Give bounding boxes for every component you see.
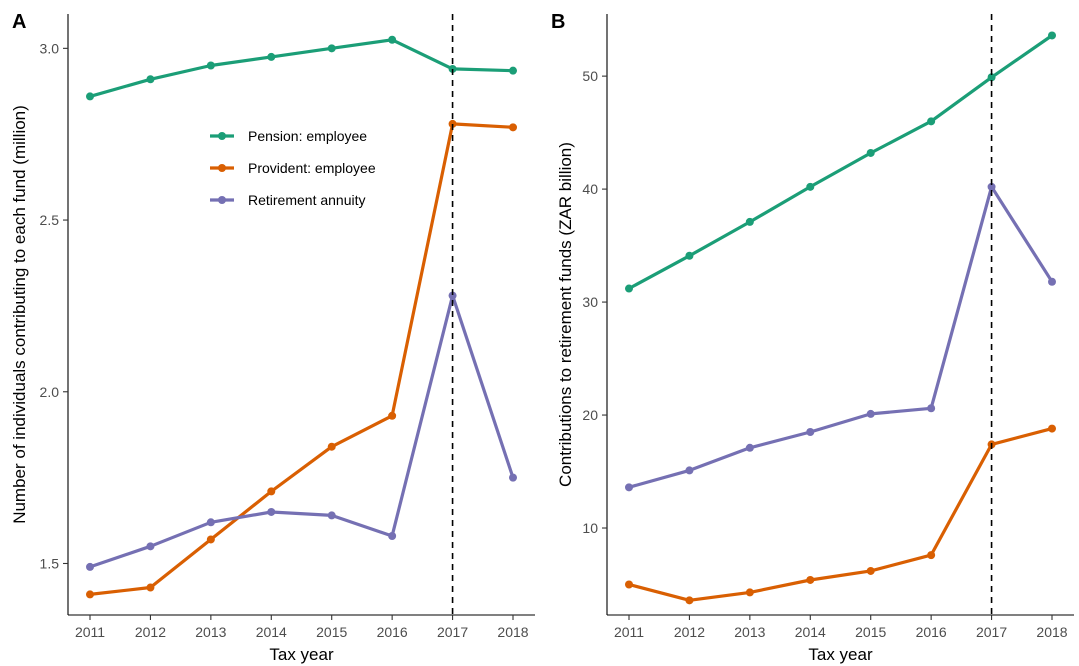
data-point-pension-employee xyxy=(509,66,517,75)
legend-label: Pension: employee xyxy=(248,128,367,144)
data-point-provident-employee xyxy=(86,590,94,599)
legend-label: Provident: employee xyxy=(248,160,376,176)
data-point-retirement-annuity xyxy=(625,483,633,492)
data-point-retirement-annuity xyxy=(866,409,875,418)
legend-swatch-point xyxy=(218,132,226,140)
x-axis-title: Tax year xyxy=(808,645,873,664)
x-tick-label: 2016 xyxy=(916,624,947,640)
data-point-pension-employee xyxy=(866,148,875,157)
legend: Pension: employee Provident: employee Reti… xyxy=(210,128,376,208)
data-point-provident-employee xyxy=(327,442,336,451)
y-tick-label: 2.5 xyxy=(40,212,60,228)
data-point-retirement-annuity xyxy=(987,182,996,191)
series-line-retirement-annuity xyxy=(627,185,1054,489)
data-point-pension-employee xyxy=(625,284,633,293)
data-point-provident-employee xyxy=(1048,424,1056,433)
data-point-pension-employee xyxy=(86,92,94,101)
x-axis-title: Tax year xyxy=(269,645,334,664)
data-point-provident-employee xyxy=(388,411,397,420)
data-point-retirement-annuity xyxy=(267,507,276,516)
data-point-retirement-annuity xyxy=(448,291,457,300)
x-tick-label: 2011 xyxy=(75,624,105,640)
y-tick-label: 40 xyxy=(582,181,598,197)
data-point-pension-employee xyxy=(685,251,694,260)
data-point-pension-employee xyxy=(806,182,815,191)
data-point-pension-employee xyxy=(206,61,215,70)
x-tick-label: 2014 xyxy=(256,624,287,640)
legend-label: Retirement annuity xyxy=(248,192,366,208)
x-tick-label: 2015 xyxy=(855,624,886,640)
data-point-retirement-annuity xyxy=(685,466,694,475)
y-tick-label: 1.5 xyxy=(40,555,60,571)
legend-swatch-point xyxy=(218,196,226,204)
chart-panel-a: A 1.5 2.0 2.5 3.0 2011 2012 2013 2014 2015 2016 201… xyxy=(10,11,535,664)
x-tick-label: 2011 xyxy=(614,624,644,640)
x-tick-label: 2012 xyxy=(674,624,705,640)
y-tick-label: 3.0 xyxy=(40,40,60,56)
data-point-pension-employee xyxy=(146,75,155,84)
legend-item: Retirement annuity xyxy=(210,192,366,208)
data-point-provident-employee xyxy=(745,588,754,597)
data-point-retirement-annuity xyxy=(509,473,517,482)
series-line-provident-employee xyxy=(627,427,1054,602)
y-tick-label: 2.0 xyxy=(40,384,60,400)
data-point-retirement-annuity xyxy=(327,511,336,520)
x-tick-label: 2016 xyxy=(377,624,408,640)
y-tick-label: 30 xyxy=(582,294,598,310)
x-tick-label: 2013 xyxy=(195,624,226,640)
data-point-pension-employee xyxy=(448,64,457,73)
series-line-pension-employee xyxy=(627,33,1054,291)
legend-item: Provident: employee xyxy=(210,160,376,176)
data-point-retirement-annuity xyxy=(1048,277,1056,286)
data-point-provident-employee xyxy=(509,123,517,132)
data-point-pension-employee xyxy=(327,44,336,53)
x-tick-label: 2015 xyxy=(316,624,347,640)
legend-swatch-point xyxy=(218,164,226,172)
data-point-provident-employee xyxy=(146,583,155,592)
data-point-pension-employee xyxy=(1048,31,1056,40)
y-tick-label: 10 xyxy=(582,520,598,536)
panel-label: A xyxy=(12,11,26,33)
data-point-pension-employee xyxy=(927,117,936,126)
data-point-pension-employee xyxy=(987,73,996,82)
data-point-provident-employee xyxy=(625,580,633,589)
x-tick-label: 2017 xyxy=(976,624,1007,640)
data-point-pension-employee xyxy=(745,217,754,226)
chart-panel-b: B 10 20 30 40 50 2011 2012 2013 2014 2015 2016 2017 2… xyxy=(551,11,1074,664)
data-point-provident-employee xyxy=(206,535,215,544)
x-tick-label: 2018 xyxy=(497,624,528,640)
data-point-retirement-annuity xyxy=(927,404,936,413)
data-point-retirement-annuity xyxy=(146,542,155,551)
y-tick-label: 50 xyxy=(582,68,598,84)
data-point-provident-employee xyxy=(448,119,457,128)
data-point-retirement-annuity xyxy=(806,427,815,436)
y-tick-label: 20 xyxy=(582,407,598,423)
series-line-provident-employee xyxy=(88,122,515,597)
series-line-retirement-annuity xyxy=(88,294,515,569)
x-tick-label: 2018 xyxy=(1036,624,1067,640)
data-point-retirement-annuity xyxy=(388,532,397,541)
data-point-provident-employee xyxy=(806,575,815,584)
data-point-pension-employee xyxy=(388,35,397,44)
data-point-retirement-annuity xyxy=(745,443,754,452)
y-axis-title: Number of individuals contributing to ea… xyxy=(10,105,29,524)
x-tick-label: 2013 xyxy=(734,624,765,640)
data-point-provident-employee xyxy=(866,566,875,575)
data-point-pension-employee xyxy=(267,52,276,61)
x-tick-label: 2017 xyxy=(437,624,468,640)
legend-item: Pension: employee xyxy=(210,128,367,144)
panel-label: B xyxy=(551,11,565,33)
data-point-retirement-annuity xyxy=(206,518,215,527)
data-point-provident-employee xyxy=(685,596,694,605)
y-axis-title: Contributions to retirement funds (ZAR b… xyxy=(556,142,575,487)
data-point-provident-employee xyxy=(927,551,936,560)
x-tick-label: 2014 xyxy=(795,624,826,640)
x-tick-label: 2012 xyxy=(135,624,166,640)
data-point-provident-employee xyxy=(267,487,276,496)
data-point-retirement-annuity xyxy=(86,562,94,571)
series-line-pension-employee xyxy=(88,38,515,99)
